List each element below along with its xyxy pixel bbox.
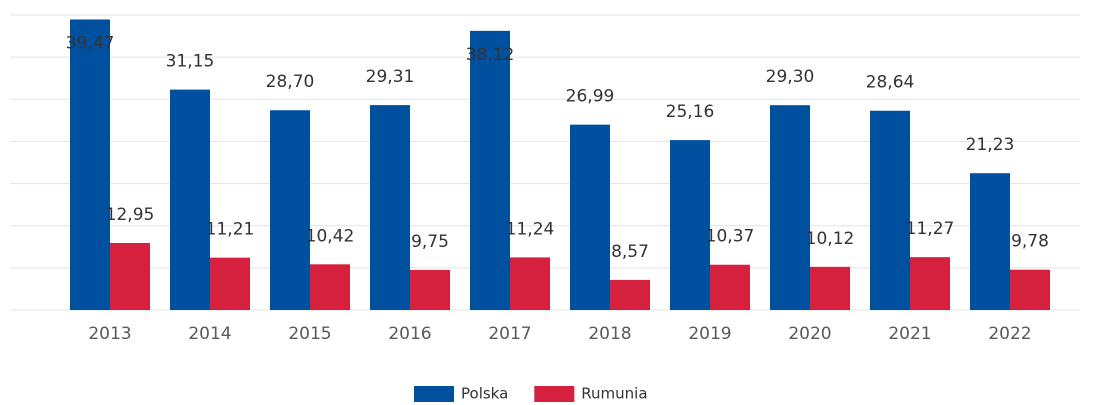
data-label: 8,57	[611, 242, 649, 262]
legend-swatch	[534, 386, 575, 402]
data-label: 9,75	[411, 232, 449, 252]
data-label: 11,27	[906, 219, 955, 239]
data-label: 28,70	[266, 72, 315, 92]
bar	[910, 257, 950, 310]
data-label: 11,21	[206, 220, 255, 240]
data-label: 12,95	[106, 205, 155, 225]
x-tick-label: 2021	[888, 324, 931, 344]
x-tick-label: 2013	[88, 324, 131, 344]
bar	[670, 140, 710, 310]
data-label: 25,16	[666, 102, 715, 122]
data-label: 10,12	[806, 229, 855, 249]
x-tick-label: 2014	[188, 324, 231, 344]
x-tick-label: 2016	[388, 324, 431, 344]
bar	[570, 124, 610, 310]
data-label: 38,12	[466, 45, 515, 65]
data-label: 21,23	[966, 135, 1015, 155]
data-label: 10,42	[306, 226, 355, 246]
bar	[70, 19, 110, 311]
bar	[310, 264, 350, 310]
bar	[510, 257, 550, 310]
data-label: 26,99	[566, 87, 615, 107]
bar	[110, 242, 150, 310]
bar	[410, 269, 450, 310]
data-label: 39,47	[66, 33, 115, 53]
data-label: 10,37	[706, 227, 755, 247]
data-label: 31,15	[166, 52, 215, 72]
bar	[370, 105, 410, 310]
x-tick-label: 2019	[688, 324, 731, 344]
bar	[1010, 269, 1050, 310]
bar	[970, 173, 1010, 310]
x-tick-label: 2017	[488, 324, 531, 344]
bar	[210, 257, 250, 310]
x-tick-label: 2022	[988, 324, 1031, 344]
x-tick-label: 2018	[588, 324, 631, 344]
bar	[170, 89, 210, 310]
bar	[870, 110, 910, 311]
bar	[810, 266, 850, 310]
bar	[770, 105, 810, 310]
bar	[710, 264, 750, 310]
legend-swatch	[414, 386, 454, 402]
data-label: 29,30	[766, 67, 815, 87]
legend-label: Rumunia	[581, 385, 647, 403]
data-label: 9,78	[1011, 232, 1049, 252]
x-tick-label: 2020	[788, 324, 831, 344]
bar	[470, 30, 510, 311]
legend-label: Polska	[461, 385, 508, 403]
bar	[610, 279, 650, 310]
data-label: 28,64	[866, 73, 915, 93]
bar	[270, 110, 310, 310]
data-label: 29,31	[366, 67, 415, 87]
x-tick-label: 2015	[288, 324, 331, 344]
data-label: 11,24	[506, 219, 555, 239]
